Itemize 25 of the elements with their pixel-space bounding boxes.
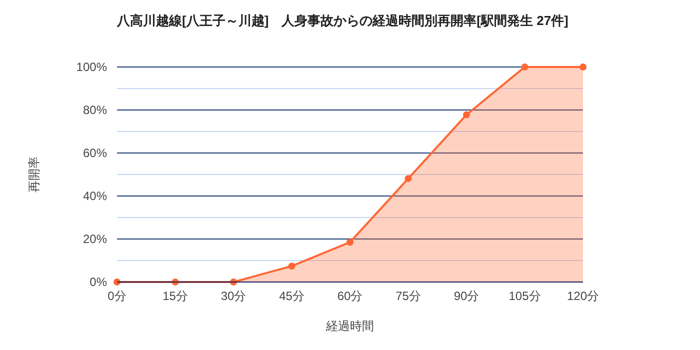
x-tick-label: 120分 <box>566 289 600 303</box>
point <box>521 64 528 70</box>
x-tick-label: 30分 <box>220 289 246 303</box>
y-tick-label: 20% <box>82 232 108 246</box>
x-tick-label: 105分 <box>508 289 541 303</box>
x-tick-label: 15分 <box>162 289 188 303</box>
y-tick-label: 80% <box>82 103 108 118</box>
point <box>404 175 412 182</box>
x-tick-label: 0分 <box>108 289 126 303</box>
chart-title: 八高川越線[八王子～川越] 人身事故からの経過時間別再開率[駅間発生 27件] <box>116 13 568 28</box>
point <box>580 64 586 70</box>
x-tick-label: 45分 <box>279 289 304 303</box>
point <box>114 278 120 286</box>
y-tick-label: 0% <box>90 275 108 290</box>
x-axis-title: 経過時間 <box>325 319 374 333</box>
point <box>463 111 470 118</box>
y-tick-label: 40% <box>82 189 108 204</box>
point <box>288 262 296 270</box>
y-tick-label: 60% <box>82 146 108 160</box>
y-tick-label: 100% <box>76 60 108 74</box>
point <box>346 238 354 246</box>
y-axis-title: 再開率 <box>27 156 41 192</box>
x-tick-label: 75分 <box>396 289 421 303</box>
x-tick-label: 60分 <box>337 289 363 303</box>
x-tick-label: 90分 <box>454 289 480 303</box>
